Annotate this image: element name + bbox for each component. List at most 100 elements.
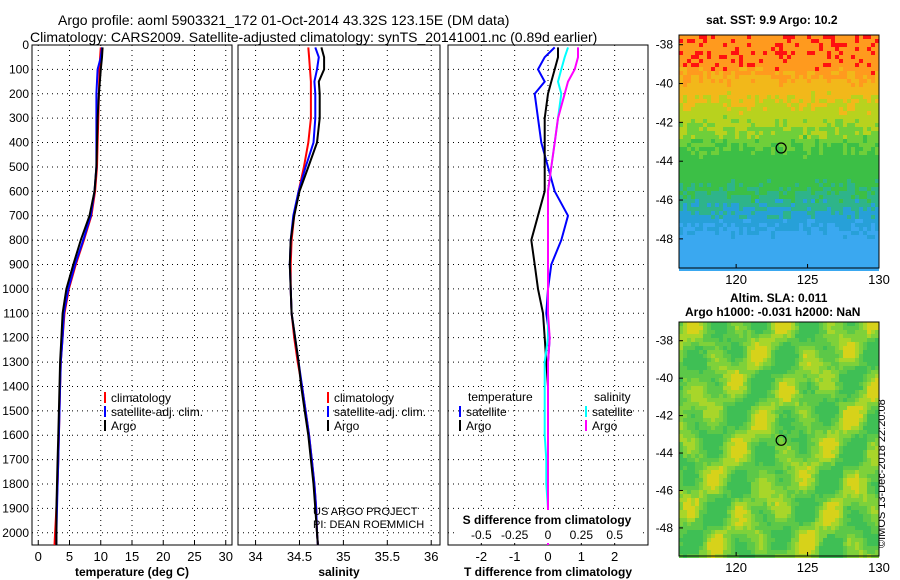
map-cell [871,139,875,143]
map-cell [823,398,827,402]
map-cell [851,155,855,159]
map-cell [791,59,795,63]
map-cell [703,203,707,207]
map-cell [711,107,715,111]
map-cell [735,382,739,386]
figure-subtitle: Climatology: CARS2009. Satellite-adjuste… [30,29,598,45]
map-cell [875,227,879,231]
map-cell [703,103,707,107]
map-cell [775,107,779,111]
map-cell [831,247,835,251]
map-cell [779,119,783,123]
map-cell [759,342,763,346]
map-cell [859,43,863,47]
map-cell [771,95,775,99]
map-cell [863,462,867,466]
map-cell [691,163,695,167]
map-cell [795,67,799,71]
map-cell [863,87,867,91]
map-cell [835,95,839,99]
map-cell [727,462,731,466]
map-cell [739,394,743,398]
map-cell [795,163,799,167]
map-cell [763,462,767,466]
map-cell [723,123,727,127]
map-cell [855,414,859,418]
map-cell [811,43,815,47]
map-cell [847,139,851,143]
y-tick-label: 1600 [2,428,29,442]
map-cell [827,139,831,143]
map-cell [719,171,723,175]
map-cell [707,450,711,454]
map-cell [851,354,855,358]
map-cell [839,370,843,374]
map-cell [695,414,699,418]
map-cell [875,382,879,386]
map-cell [775,55,779,59]
map-cell [855,211,859,215]
map-cell [699,143,703,147]
map-cell [795,191,799,195]
map-cell [715,346,719,350]
map-cell [743,207,747,211]
map-cell [687,107,691,111]
map-cell [807,59,811,63]
map-cell [751,167,755,171]
map-cell [759,155,763,159]
map-cell [727,211,731,215]
map-cell [679,434,683,438]
map-cell [755,63,759,67]
map-cell [767,422,771,426]
map-cell [855,454,859,458]
map-cell [859,418,863,422]
map-cell [763,207,767,211]
map-cell [807,203,811,207]
map-cell [707,55,711,59]
map-cell [711,362,715,366]
map-cell [747,251,751,255]
map-cell [807,454,811,458]
map-cell [811,378,815,382]
map-cell [803,410,807,414]
map-cell [727,434,731,438]
map-cell [739,67,743,71]
map-cell [743,263,747,267]
y-tick-label: 1800 [2,477,29,491]
map-cell [727,263,731,267]
series-line-s-argo [547,47,579,545]
map-cell [787,99,791,103]
map-cell [815,63,819,67]
map-cell [755,263,759,267]
map-cell [715,354,719,358]
map-cell [803,466,807,470]
map-cell [807,446,811,450]
map-cell [703,370,707,374]
map-cell [839,123,843,127]
map-cell [755,115,759,119]
map-cell [871,119,875,123]
map-cell [819,243,823,247]
map-cell [759,179,763,183]
map-cell [759,450,763,454]
map-cell [875,95,879,99]
map-cell [695,131,699,135]
map-cell [767,442,771,446]
map-cell [867,55,871,59]
map-cell [863,394,867,398]
map-cell [707,326,711,330]
map-cell [699,59,703,63]
map-cell [723,83,727,87]
map-cell [819,235,823,239]
map-cell [775,239,779,243]
map-cell [679,119,683,123]
map-cell [819,223,823,227]
map-cell [835,442,839,446]
map-cell [831,103,835,107]
map-cell [771,151,775,155]
map-cell [799,362,803,366]
plot-frame [237,44,441,546]
map-cell [747,243,751,247]
map-cell [799,223,803,227]
